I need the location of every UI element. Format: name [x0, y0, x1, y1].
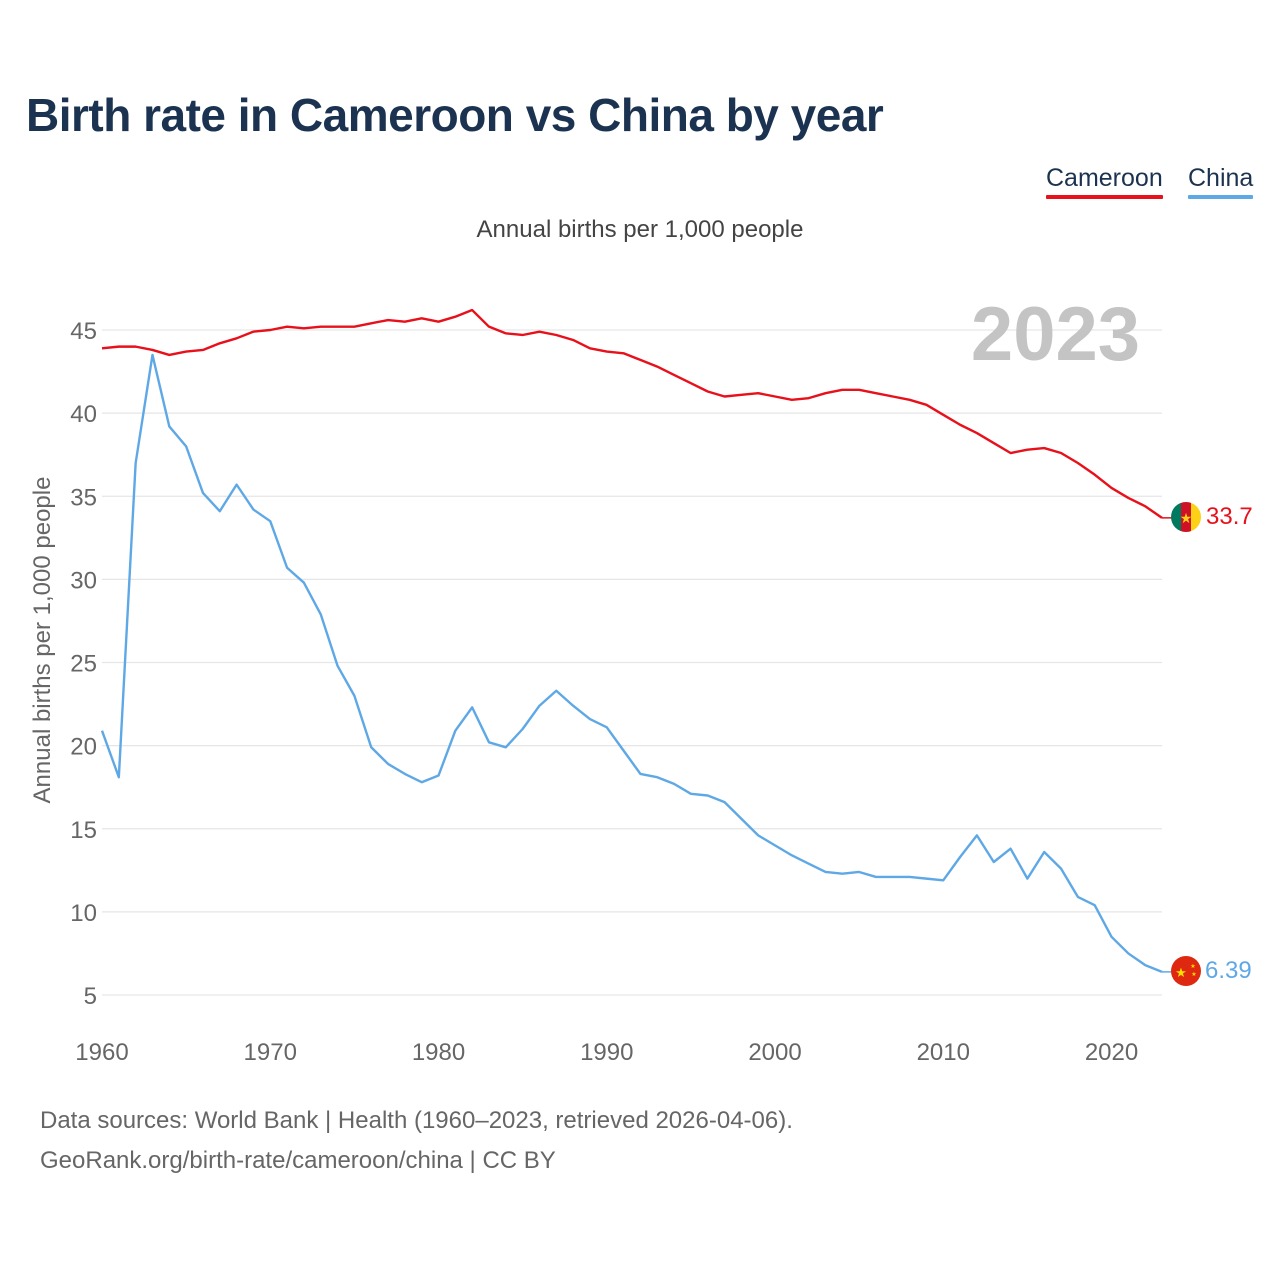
- y-tick-label: 15: [70, 817, 97, 844]
- chart-subtitle: Annual births per 1,000 people: [476, 216, 804, 243]
- chart-title: Birth rate in Cameroon vs China by year: [26, 89, 884, 141]
- x-tick-label: 2000: [748, 1039, 801, 1066]
- svg-text:★: ★: [1175, 966, 1187, 981]
- credit-link[interactable]: GeoRank.org/birth-rate/cameroon/china | …: [40, 1147, 556, 1174]
- svg-text:★: ★: [1180, 511, 1193, 527]
- series-lines: [100, 308, 1172, 974]
- y-tick-label: 5: [84, 983, 97, 1010]
- series-line-china: [100, 353, 1163, 974]
- y-tick-label: 10: [70, 900, 97, 927]
- x-tick-label: 1960: [75, 1039, 128, 1066]
- series-endpoints: ★ ★ ★ ★ 33.7 6.39: [1171, 502, 1253, 986]
- gridlines: [102, 329, 1162, 996]
- legend-swatch-china: [1188, 195, 1254, 199]
- y-tick-label: 35: [70, 484, 97, 511]
- x-tick-label: 1970: [244, 1039, 297, 1066]
- legend-item-china[interactable]: China: [1188, 164, 1254, 199]
- y-tick-label: 20: [70, 734, 97, 761]
- cameroon-flag-icon: ★: [1171, 502, 1201, 532]
- legend-label-cameroon: Cameroon: [1046, 164, 1163, 192]
- x-tick-label: 2020: [1085, 1039, 1138, 1066]
- current-year-watermark: 2023: [971, 292, 1140, 377]
- y-tick-label: 30: [70, 567, 97, 594]
- cameroon-end-value: 33.7: [1206, 503, 1253, 530]
- y-tick-label: 25: [70, 651, 97, 678]
- x-tick-label: 1980: [412, 1039, 465, 1066]
- x-axis: 1960 1970 1980 1990 2000 2010 2020: [75, 1039, 1138, 1066]
- legend-item-cameroon[interactable]: Cameroon: [1046, 164, 1163, 199]
- series-line-cameroon: [101, 308, 1163, 519]
- y-axis: 5 10 15 20 25 30 35 40 45: [70, 318, 97, 1010]
- china-flag-icon: ★ ★ ★: [1171, 956, 1201, 986]
- y-tick-label: 40: [70, 401, 97, 428]
- data-source-note: Data sources: World Bank | Health (1960–…: [40, 1107, 793, 1134]
- svg-text:★: ★: [1190, 963, 1195, 970]
- legend-swatch-cameroon: [1046, 195, 1163, 199]
- y-tick-label: 45: [70, 318, 97, 345]
- legend-label-china: China: [1188, 164, 1254, 192]
- svg-text:★: ★: [1191, 971, 1196, 978]
- x-tick-label: 1990: [580, 1039, 633, 1066]
- china-end-value: 6.39: [1205, 957, 1252, 984]
- y-axis-label: Annual births per 1,000 people: [29, 477, 56, 804]
- x-tick-label: 2010: [917, 1039, 970, 1066]
